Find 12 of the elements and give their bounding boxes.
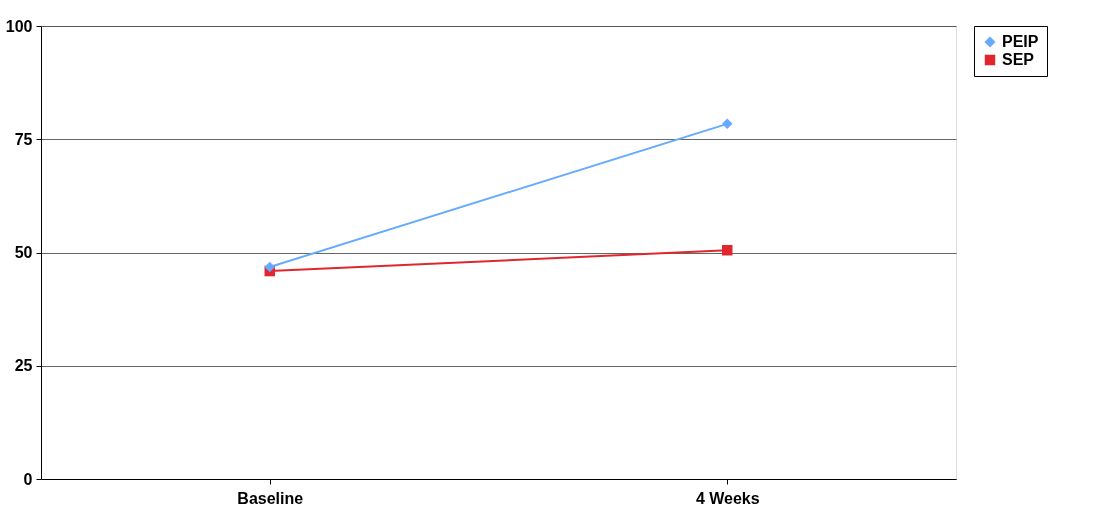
y-tick-label: 50: [14, 244, 33, 261]
x-tick-label: Baseline: [237, 489, 304, 507]
y-tick-label: 100: [5, 17, 33, 35]
point: [722, 118, 733, 130]
point: [264, 261, 275, 273]
y-tick-label: 0: [23, 470, 33, 488]
point: [722, 244, 733, 256]
x-tick-label: 4 Weeks: [695, 489, 760, 507]
legend-label: SEP: [1002, 51, 1035, 68]
y-tick-label: 75: [14, 130, 33, 148]
y-tick-label: 25: [14, 357, 33, 375]
legend-label: PEIP: [1002, 33, 1039, 50]
